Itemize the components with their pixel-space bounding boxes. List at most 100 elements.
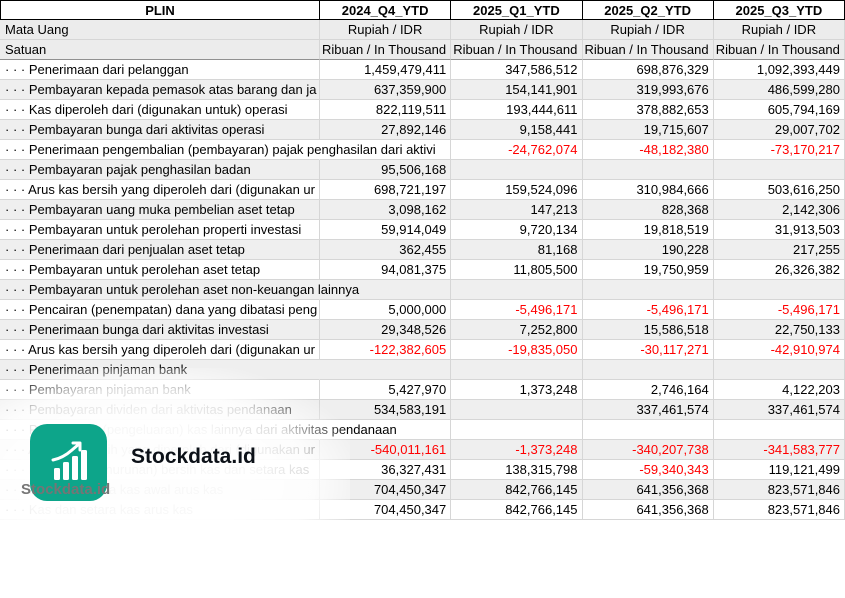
row-label-cell[interactable]: · · · Pembayaran bunga dari aktivitas op… [0,120,320,140]
value-cell[interactable]: 7,252,800 [451,320,583,340]
row-label-cell[interactable]: · · · Pembayaran pinjaman bank [0,380,320,400]
value-cell[interactable]: 503,616,250 [713,180,845,200]
value-cell[interactable]: 15,586,518 [582,320,714,340]
value-cell[interactable]: 842,766,145 [451,480,583,500]
value-cell[interactable] [451,400,583,420]
row-label-cell[interactable]: · · · Pembayaran pajak penghasilan badan [0,160,320,180]
value-cell[interactable]: 823,571,846 [713,500,845,520]
value-cell[interactable]: -48,182,380 [582,140,714,160]
row-label-cell[interactable]: · · · Pembayaran kepada pemasok atas bar… [0,80,320,100]
value-cell[interactable]: 147,213 [451,200,583,220]
value-cell[interactable]: 378,882,653 [582,100,714,120]
value-cell[interactable] [320,280,452,300]
value-cell[interactable]: -73,170,217 [713,140,845,160]
row-label-cell[interactable]: · · · Pembayaran untuk perolehan aset te… [0,260,320,280]
value-cell[interactable]: 605,794,169 [713,100,845,120]
value-cell[interactable]: 29,348,526 [320,320,452,340]
value-cell[interactable] [582,160,714,180]
value-cell[interactable]: 842,766,145 [451,500,583,520]
row-label-cell[interactable]: · · · Penerimaan dari penjualan aset tet… [0,240,320,260]
value-cell[interactable] [582,360,714,380]
row-label-cell[interactable]: · · · Penerimaan bunga dari aktivitas in… [0,320,320,340]
row-label-cell[interactable]: · · · Kas diperoleh dari (digunakan untu… [0,100,320,120]
value-cell[interactable]: 1,092,393,449 [713,60,845,80]
value-cell[interactable] [451,280,583,300]
value-cell[interactable]: 217,255 [713,240,845,260]
value-cell[interactable]: 362,455 [320,240,452,260]
value-cell[interactable]: 337,461,574 [582,400,714,420]
value-cell[interactable] [451,420,583,440]
value-cell[interactable] [451,160,583,180]
value-cell[interactable]: -19,835,050 [451,340,583,360]
value-cell[interactable]: 22,750,133 [713,320,845,340]
unit-row-label[interactable]: Satuan [0,40,320,60]
value-cell[interactable] [713,360,845,380]
value-cell[interactable]: 698,876,329 [582,60,714,80]
row-label-cell[interactable]: · · · Penerimaan dari pelanggan [0,60,320,80]
ticker-header-cell[interactable]: PLIN [0,0,320,20]
value-cell[interactable]: -59,340,343 [582,460,714,480]
currency-cell[interactable]: Rupiah / IDR [451,20,583,40]
value-cell[interactable]: 190,228 [582,240,714,260]
unit-cell[interactable]: Ribuan / In Thousand [320,40,452,60]
value-cell[interactable] [320,140,452,160]
value-cell[interactable]: 828,368 [582,200,714,220]
value-cell[interactable]: 641,356,368 [582,500,714,520]
value-cell[interactable]: -5,496,171 [582,300,714,320]
value-cell[interactable]: 5,000,000 [320,300,452,320]
currency-cell[interactable]: Rupiah / IDR [320,20,452,40]
value-cell[interactable] [320,420,452,440]
value-cell[interactable]: 193,444,611 [451,100,583,120]
row-label-cell[interactable]: · · · Penerimaan pengembalian (pembayara… [0,140,436,160]
currency-cell[interactable]: Rupiah / IDR [713,20,845,40]
value-cell[interactable]: -122,382,605 [320,340,452,360]
value-cell[interactable]: 119,121,499 [713,460,845,480]
value-cell[interactable]: 154,141,901 [451,80,583,100]
row-label-cell[interactable]: · · · Arus kas bersih yang diperoleh dar… [0,340,320,360]
column-header-2025-q2-ytd[interactable]: 2025_Q2_YTD [582,0,714,20]
value-cell[interactable]: -540,011,161 [320,440,452,460]
value-cell[interactable]: -1,373,248 [451,440,583,460]
value-cell[interactable]: 29,007,702 [713,120,845,140]
value-cell[interactable]: 159,524,096 [451,180,583,200]
value-cell[interactable]: 337,461,574 [713,400,845,420]
value-cell[interactable]: 31,913,503 [713,220,845,240]
value-cell[interactable]: 310,984,666 [582,180,714,200]
value-cell[interactable]: 59,914,049 [320,220,452,240]
value-cell[interactable] [713,280,845,300]
row-label-cell[interactable]: · · · Pembayaran uang muka pembelian ase… [0,200,320,220]
value-cell[interactable]: 138,315,798 [451,460,583,480]
column-header-2024-q4-ytd[interactable]: 2024_Q4_YTD [320,0,452,20]
value-cell[interactable]: -30,117,271 [582,340,714,360]
row-label-cell[interactable]: · · · Pencairan (penempatan) dana yang d… [0,300,320,320]
currency-row-label[interactable]: Mata Uang [0,20,320,40]
value-cell[interactable] [582,280,714,300]
row-label-cell[interactable]: · · · Pembayaran untuk perolehan aset no… [0,280,359,300]
value-cell[interactable]: -24,762,074 [451,140,583,160]
currency-cell[interactable]: Rupiah / IDR [582,20,714,40]
value-cell[interactable] [582,420,714,440]
unit-cell[interactable]: Ribuan / In Thousand [582,40,714,60]
value-cell[interactable]: 26,326,382 [713,260,845,280]
row-label-cell[interactable]: · · · Arus kas bersih yang diperoleh dar… [0,180,320,200]
value-cell[interactable]: 95,506,168 [320,160,452,180]
value-cell[interactable]: 5,427,970 [320,380,452,400]
value-cell[interactable]: 9,720,134 [451,220,583,240]
value-cell[interactable]: 19,715,607 [582,120,714,140]
value-cell[interactable]: 698,721,197 [320,180,452,200]
value-cell[interactable]: 19,818,519 [582,220,714,240]
column-header-2025-q3-ytd[interactable]: 2025_Q3_YTD [713,0,845,20]
unit-cell[interactable]: Ribuan / In Thousand [451,40,583,60]
value-cell[interactable]: 81,168 [451,240,583,260]
value-cell[interactable]: 3,098,162 [320,200,452,220]
value-cell[interactable] [320,360,452,380]
value-cell[interactable]: -340,207,738 [582,440,714,460]
value-cell[interactable]: 19,750,959 [582,260,714,280]
row-label-cell[interactable]: · · · Pembayaran dividen dari aktivitas … [0,400,320,420]
value-cell[interactable]: 637,359,900 [320,80,452,100]
value-cell[interactable]: 822,119,511 [320,100,452,120]
value-cell[interactable]: 347,586,512 [451,60,583,80]
row-label-cell[interactable]: · · · Kas dan setara kas arus kas [0,500,320,520]
value-cell[interactable]: 36,327,431 [320,460,452,480]
value-cell[interactable]: 94,081,375 [320,260,452,280]
